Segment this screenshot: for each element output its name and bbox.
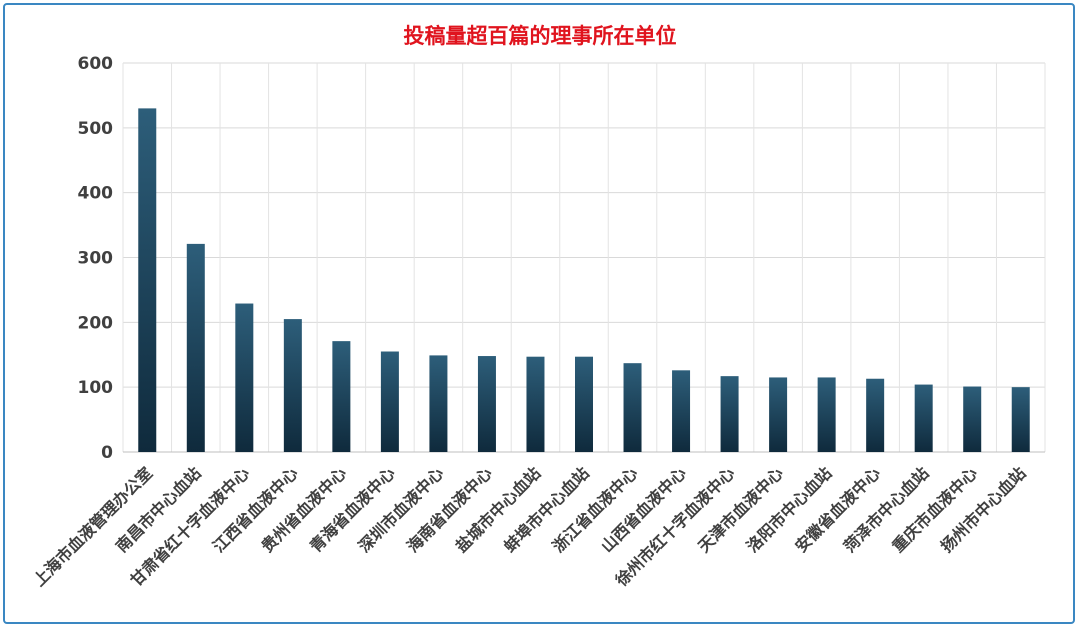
x-tick-label: 蚌埠市中心血站 (500, 463, 593, 556)
y-tick-label: 100 (78, 378, 114, 398)
x-tick-label: 青海省血液中心 (306, 463, 399, 556)
bar (914, 384, 933, 452)
bar (769, 377, 788, 452)
bar (526, 356, 545, 452)
x-tick-label: 天津市血液中心 (694, 463, 787, 556)
bar (332, 341, 351, 452)
bar (380, 351, 399, 452)
y-tick-label: 300 (78, 249, 114, 269)
x-tick-label: 安徽省血液中心 (791, 463, 884, 556)
grid-lines (122, 62, 1046, 453)
bar (817, 377, 836, 452)
x-tick-label: 山西省血液中心 (597, 463, 690, 556)
x-axis-ticks: 上海市血液管理办公室南昌市中心血站甘肃省红十字血液中心江西省血液中心贵州省血液中… (30, 463, 1030, 590)
bar (672, 370, 691, 452)
x-tick-label: 江西省血液中心 (209, 463, 302, 556)
x-tick-label: 深圳市血液中心 (355, 463, 448, 556)
x-tick-label: 盐城市中心血站 (452, 463, 545, 556)
bar (283, 319, 302, 452)
bar (186, 243, 205, 452)
x-tick-label: 贵州省血液中心 (258, 463, 351, 556)
bar (575, 356, 593, 452)
x-tick-label: 洛阳市中心血站 (743, 463, 836, 556)
bar (429, 355, 448, 452)
x-tick-label: 浙江省血液中心 (549, 463, 642, 556)
y-tick-label: 600 (78, 54, 114, 74)
x-tick-label: 重庆市血液中心 (888, 463, 981, 556)
bar (963, 386, 982, 452)
bar (866, 378, 885, 452)
bars (138, 108, 1030, 452)
x-tick-label: 南昌市中心血站 (112, 463, 205, 556)
x-tick-label: 扬州市中心血站 (937, 463, 1030, 556)
chart-frame (3, 3, 1075, 624)
y-tick-label: 200 (78, 313, 114, 333)
bar (138, 108, 157, 452)
bar (477, 356, 496, 452)
y-tick-label: 400 (78, 184, 114, 204)
bar (720, 376, 739, 452)
bar (1011, 387, 1030, 452)
x-tick-label: 菏泽市中心血站 (840, 463, 933, 556)
y-tick-label: 0 (101, 443, 113, 463)
chart-title: 投稿量超百篇的理事所在单位 (403, 24, 677, 48)
y-axis-ticks: 0 100 200 300 400 500 600 (78, 54, 114, 463)
y-tick-label: 500 (78, 119, 114, 139)
x-tick-label: 海南省血液中心 (403, 463, 496, 556)
bar (623, 363, 642, 452)
bar (235, 303, 254, 452)
